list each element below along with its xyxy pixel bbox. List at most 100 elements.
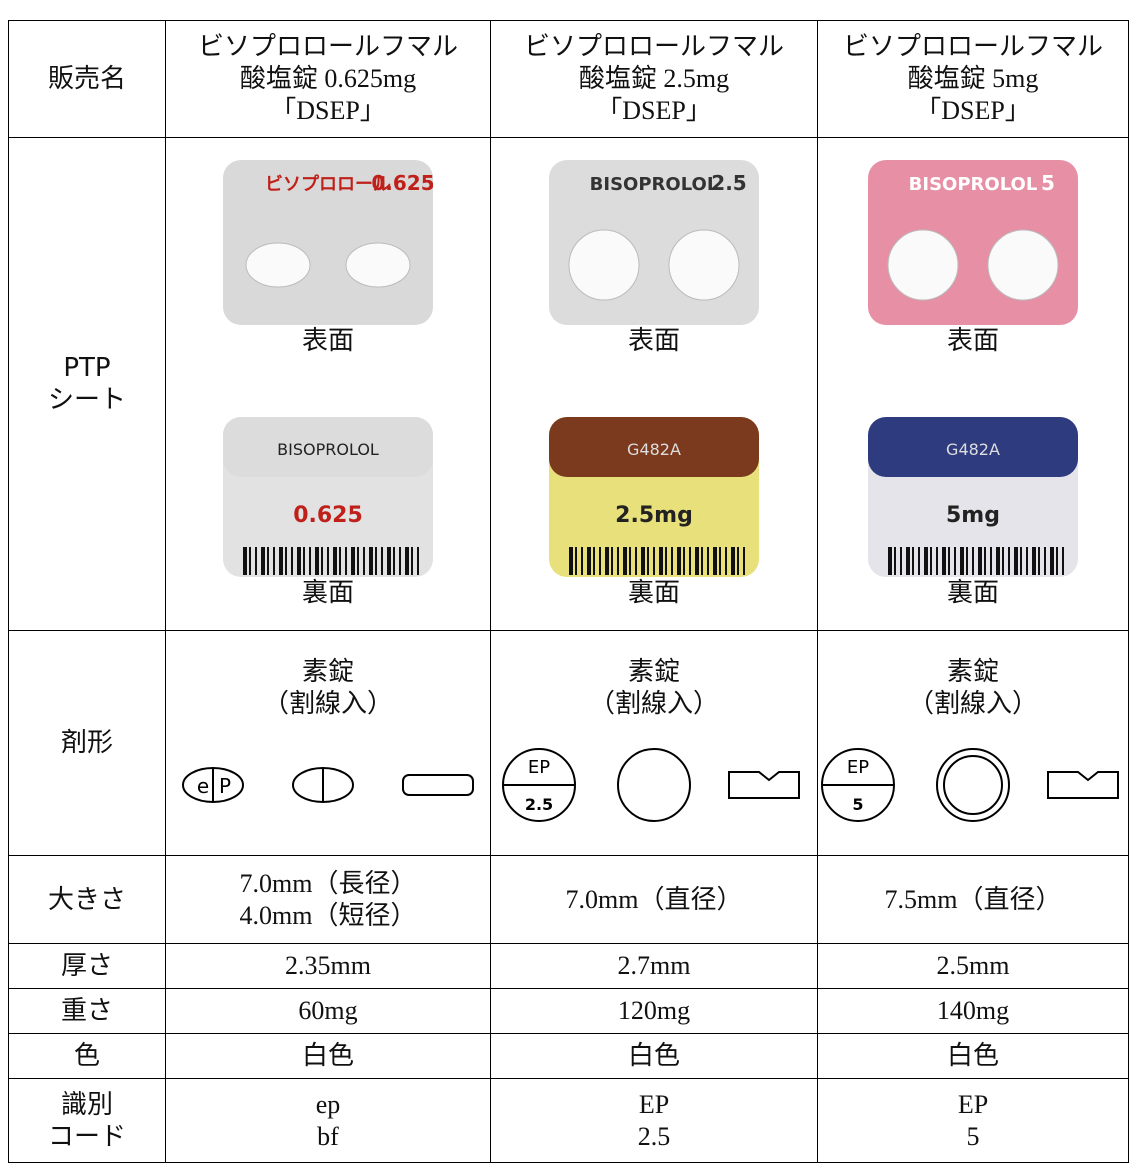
text-line: 7.0mm（長径） xyxy=(239,868,417,898)
barcode xyxy=(599,546,601,575)
sheet-text: BISOPROLOL xyxy=(277,440,379,459)
barcode xyxy=(1026,546,1028,575)
table-row: 剤形 素錠 （割線入） e P 素錠 （割線入） EP 2.5 素錠 （割線入） EP 5 xyxy=(8,630,1129,856)
barcode xyxy=(737,546,739,575)
text-line: 素錠 xyxy=(627,657,680,687)
sheet-back: BISOPROLOL 0.625 xyxy=(223,416,433,577)
barcode xyxy=(339,546,341,575)
row-label: 識別 コード xyxy=(8,1078,166,1163)
barcode xyxy=(725,546,727,575)
barcode xyxy=(707,546,709,575)
text-line: 白色 xyxy=(946,1041,999,1070)
text-line: bf xyxy=(317,1121,339,1151)
barcode xyxy=(731,546,735,575)
table-row: 重さ 60mg 120mg 140mg xyxy=(8,988,1129,1034)
barcode xyxy=(978,546,982,575)
text-line: 酸塩錠 0.625mg xyxy=(239,64,417,93)
value-cell: 2.5mm xyxy=(817,943,1129,989)
sheet-text: 5 xyxy=(1041,171,1055,195)
barcode xyxy=(587,546,591,575)
value-cell: ep bf xyxy=(165,1078,491,1163)
value-cell: 7.0mm（長径） 4.0mm（短径） xyxy=(165,855,491,944)
sheet-text: 0.625 xyxy=(371,171,433,195)
row-label: PTP シート xyxy=(8,137,166,631)
spacer xyxy=(166,357,490,417)
barcode xyxy=(960,546,964,575)
value-cell: EP 5 xyxy=(817,1078,1129,1163)
barcode xyxy=(1050,546,1054,575)
text-line: 2.5mm xyxy=(936,951,1010,980)
barcode xyxy=(647,546,649,575)
tablet xyxy=(345,242,411,287)
text-line: 酸塩錠 2.5mg xyxy=(578,64,730,93)
barcode xyxy=(309,546,311,575)
barcode xyxy=(990,546,992,575)
text-line: 素錠 xyxy=(946,657,999,687)
tablet xyxy=(987,229,1059,300)
barcode xyxy=(912,546,914,575)
sheet-text: 2.5mg xyxy=(615,503,693,528)
imprint: e xyxy=(197,774,209,798)
tablet-side xyxy=(728,771,800,799)
value-cell: 7.0mm（直径） xyxy=(490,855,818,944)
barcode xyxy=(1062,546,1064,575)
barcode xyxy=(255,546,257,575)
barcode xyxy=(1002,546,1004,575)
tablet-back xyxy=(617,748,691,822)
barcode xyxy=(291,546,293,575)
text-line: 「DSEP」 xyxy=(270,96,386,125)
value-cell: 120mg xyxy=(490,988,818,1034)
barcode xyxy=(966,546,968,575)
tablet xyxy=(887,229,959,300)
text-line: 7.5mm（直径） xyxy=(884,884,1062,914)
text-line: （割線入） xyxy=(907,689,1038,719)
value-cell: 2.7mm xyxy=(490,943,818,989)
barcode xyxy=(683,546,685,575)
header-cell: ビソプロロールフマル 酸塩錠 5mg 「DSEP」 xyxy=(817,20,1129,138)
barcode xyxy=(653,546,655,575)
barcode xyxy=(1032,546,1036,575)
barcode xyxy=(641,546,645,575)
barcode xyxy=(381,546,383,575)
row-label: 重さ xyxy=(8,988,166,1034)
table-row: 販売名 ビソプロロールフマル 酸塩錠 0.625mg 「DSEP」 ビソプロロールフマル… xyxy=(8,20,1129,138)
barcode xyxy=(345,546,347,575)
barcode xyxy=(629,546,631,575)
barcode xyxy=(387,546,391,575)
ptp-cell: BISOPROLOL 2.5 表面 G482A 2.5mg 裏面 xyxy=(490,137,818,631)
barcode xyxy=(279,546,283,575)
row-label: 厚さ xyxy=(8,943,166,989)
header-cell: ビソプロロールフマル 酸塩錠 0.625mg 「DSEP」 xyxy=(165,20,491,138)
text-line: 「DSEP」 xyxy=(596,96,712,125)
spacer xyxy=(491,357,817,417)
text-line: 重さ xyxy=(60,996,113,1026)
caption: 表面 xyxy=(301,325,354,356)
sheet-back: G482A 5mg xyxy=(868,416,1078,577)
barcode xyxy=(303,546,305,575)
form-cell: 素錠 （割線入） e P xyxy=(165,630,491,856)
text-line: 140mg xyxy=(936,996,1010,1025)
barcode xyxy=(327,546,329,575)
barcode xyxy=(671,546,673,575)
sheet-band xyxy=(223,416,433,477)
row-label: 大きさ xyxy=(8,855,166,944)
barcode xyxy=(315,546,319,575)
sheet-text: G482A xyxy=(946,440,1000,459)
barcode xyxy=(351,546,355,575)
barcode xyxy=(695,546,699,575)
value-cell: 60mg xyxy=(165,988,491,1034)
barcode xyxy=(321,546,323,575)
row-label: 剤形 xyxy=(8,630,166,856)
tablet xyxy=(668,229,740,300)
text-line: 白色 xyxy=(627,1041,680,1070)
value-cell: 白色 xyxy=(490,1033,818,1079)
table-row: 厚さ 2.35mm 2.7mm 2.5mm xyxy=(8,943,1129,989)
barcode xyxy=(930,546,932,575)
barcode xyxy=(1044,546,1046,575)
text-line: 酸塩錠 5mg xyxy=(907,64,1039,93)
text-line: 厚さ xyxy=(60,951,113,981)
ptp-cell: ビソプロロール 0.625 表面 BISOPROLOL 0.625 裏面 xyxy=(165,137,491,631)
